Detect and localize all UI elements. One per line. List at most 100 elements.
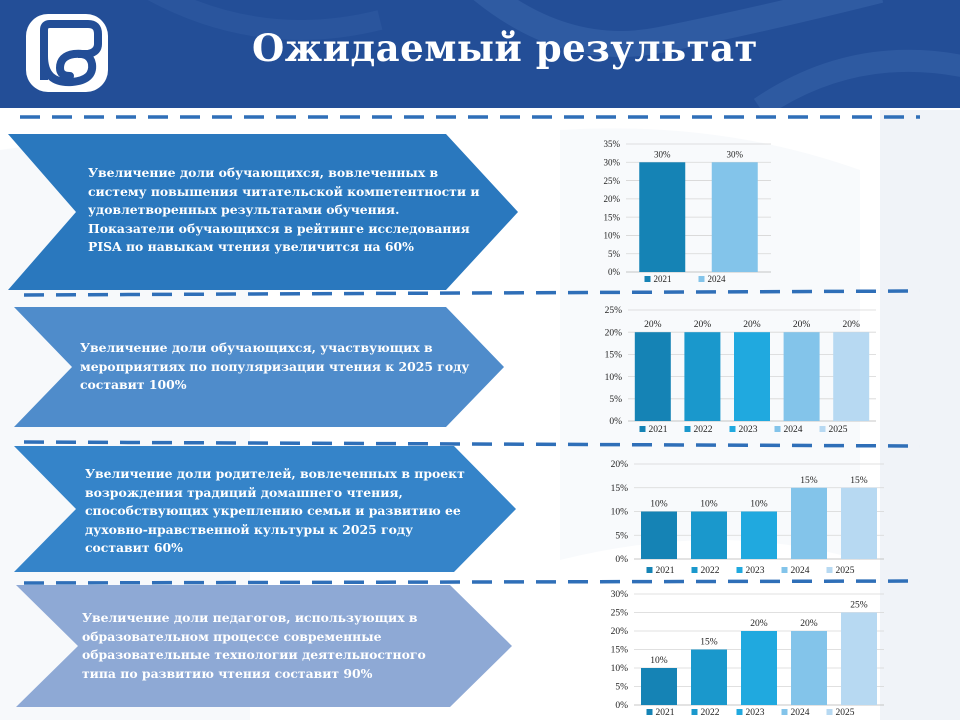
bar-2021 [634, 332, 671, 421]
bar-2024 [711, 162, 758, 272]
legend-swatch [826, 709, 833, 715]
result-text-3: Увеличение доли родителей, вовлеченных в… [85, 466, 465, 555]
bar-chart-4: 0% 5% 10% 15% 20% 25% 30% 10% 15% 20% 20% 25% 2021 20… [611, 590, 884, 718]
y-tick-label: 15% [604, 212, 621, 222]
separator-line [23, 579, 921, 585]
data-label: 15% [700, 638, 718, 648]
result-text-2: Увеличение доли обучающихся, участвующих… [80, 340, 470, 392]
bar-2022 [691, 649, 727, 705]
y-tick-label: 10% [605, 373, 623, 383]
y-tick-label: 0% [608, 267, 621, 277]
data-label: 20% [644, 320, 662, 330]
legend-swatch [691, 567, 698, 573]
y-tick-label: 20% [604, 194, 621, 204]
bar-2024 [791, 631, 827, 705]
data-label: 10% [650, 656, 668, 666]
bar-2024 [783, 332, 820, 421]
legend-swatch [646, 567, 653, 573]
y-tick-label: 5% [615, 683, 628, 693]
legend-label: 2024 [791, 566, 810, 576]
separator-line [23, 289, 921, 297]
y-tick-label: 5% [608, 249, 621, 259]
legend-swatch [736, 709, 743, 715]
legend-label: 2022 [701, 566, 720, 576]
logo-icon [26, 14, 108, 92]
result-arrow-2 [14, 307, 504, 427]
data-label: 20% [694, 320, 712, 330]
legend-label: 2022 [701, 708, 720, 718]
y-tick-label: 15% [605, 351, 623, 361]
legend-swatch [736, 567, 743, 573]
separator-line [23, 440, 921, 448]
y-tick-label: 5% [615, 531, 628, 541]
y-tick-label: 25% [611, 609, 629, 619]
bar-2025 [841, 487, 877, 559]
data-label: 25% [850, 601, 868, 611]
y-tick-label: 0% [615, 555, 628, 565]
y-tick-label: 20% [605, 328, 623, 338]
legend-swatch [644, 276, 651, 282]
legend-swatch [826, 567, 833, 573]
legend-swatch [698, 276, 705, 282]
result-text-1: Увеличение доли обучающихся, вовлеченных… [88, 165, 480, 254]
bar-2022 [684, 332, 721, 421]
y-tick-label: 5% [609, 395, 622, 405]
legend-label: 2024 [791, 708, 810, 718]
y-tick-label: 10% [604, 231, 621, 241]
page-title: Ожидаемый результат [251, 26, 758, 70]
legend-swatch [819, 426, 826, 432]
legend-swatch [684, 426, 691, 432]
legend-label: 2023 [739, 425, 758, 435]
data-label: 10% [650, 500, 668, 510]
legend-swatch [781, 709, 788, 715]
result-arrow-3 [14, 446, 516, 572]
result-text-4: Увеличение доли педагогов, использующих … [82, 610, 426, 681]
legend-label: 2021 [656, 708, 675, 718]
bar-2025 [841, 612, 877, 705]
legend-label: 2022 [694, 425, 713, 435]
bar-chart-3: 0% 5% 10% 15% 20% 10% 10% 10% 15% 15% 2021 2022 2023… [611, 460, 884, 576]
legend-swatch [646, 709, 653, 715]
legend-label: 2025 [836, 708, 855, 718]
bar-2023 [734, 332, 770, 421]
data-label: 20% [842, 320, 860, 330]
y-tick-label: 30% [604, 157, 621, 167]
header-bar: Ожидаемый результат [0, 0, 960, 108]
legend-label: 2024 [708, 274, 727, 284]
data-label: 30% [727, 149, 744, 159]
legend-label: 2024 [784, 425, 803, 435]
separator-line [20, 115, 920, 119]
bar-chart-1: 0% 5% 10% 15% 20% 25% 30% 35% 30% 30% 2021 2024 [604, 139, 771, 284]
y-tick-label: 10% [611, 508, 629, 518]
y-tick-label: 10% [611, 664, 629, 674]
data-label: 10% [700, 500, 718, 510]
y-tick-label: 15% [611, 646, 629, 656]
legend-swatch [691, 709, 698, 715]
legend-label: 2025 [836, 566, 855, 576]
header-decoration [147, 0, 960, 108]
y-tick-label: 30% [611, 590, 629, 600]
bar-2023 [741, 631, 777, 705]
legend-label: 2025 [829, 425, 848, 435]
data-label: 20% [800, 619, 818, 629]
data-label: 15% [850, 476, 868, 486]
y-tick-label: 35% [604, 139, 621, 149]
bar-2025 [833, 332, 870, 421]
legend-swatch [639, 426, 646, 432]
data-label: 20% [793, 320, 811, 330]
bar-2021 [639, 162, 686, 272]
legend-swatch [781, 567, 788, 573]
y-tick-label: 20% [611, 460, 629, 470]
data-label: 20% [743, 320, 761, 330]
y-tick-label: 15% [611, 484, 629, 494]
legend-label: 2021 [656, 566, 675, 576]
legend-label: 2021 [649, 425, 668, 435]
legend-label: 2023 [746, 708, 765, 718]
legend-label: 2021 [654, 274, 672, 284]
y-tick-label: 25% [605, 306, 623, 316]
legend-label: 2023 [746, 566, 765, 576]
y-tick-label: 25% [604, 176, 621, 186]
legend-swatch [729, 426, 736, 432]
legend-swatch [774, 426, 781, 432]
result-arrow-4 [16, 585, 512, 707]
